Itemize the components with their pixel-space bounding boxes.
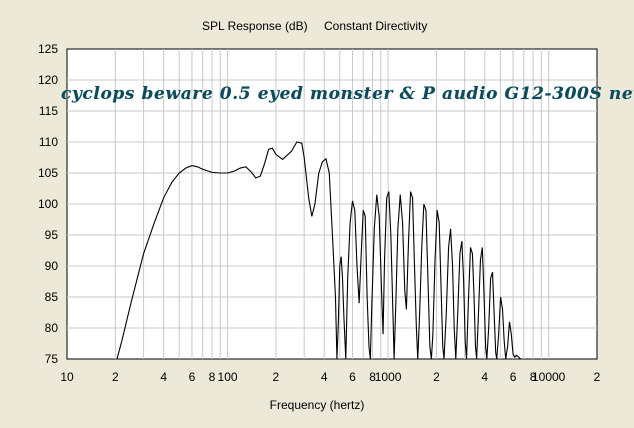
chart-subtitle: Constant Directivity [324,19,427,33]
y-tick-label: 125 [38,42,58,56]
x-axis-label: Frequency (hertz) [270,398,365,412]
x-tick-label: 2 [112,370,119,384]
y-tick-label: 75 [45,352,59,366]
y-tick-label: 100 [38,197,58,211]
y-tick-label: 110 [39,135,58,149]
x-tick-label: 6 [510,370,517,384]
y-tick-label: 85 [45,290,59,304]
chart-title: SPL Response (dB) [202,19,308,33]
x-tick-label: 6 [189,370,196,384]
x-tick-label: 4 [160,370,167,384]
chart-annotation: cyclops beware 0.5 eyed monster & P audi… [61,84,634,104]
x-tick-label: 4 [481,370,488,384]
x-tick-label: 4 [321,370,328,384]
x-tick-label: 100 [218,370,238,384]
x-tick-label: 6 [349,370,356,384]
y-tick-label: 90 [45,259,59,273]
x-tick-label: 8 [209,370,216,384]
y-tick-label: 105 [38,166,58,180]
y-tick-label: 80 [45,321,59,335]
y-tick-label: 115 [39,104,58,118]
x-tick-label: 10000 [532,370,566,384]
x-tick-label: 10 [60,370,74,384]
y-tick-label: 120 [38,73,58,87]
x-tick-label: 2 [433,370,440,384]
x-tick-label: 2 [594,370,601,384]
spl-response-curve [116,141,522,359]
x-tick-label: 1000 [375,370,402,384]
x-tick-label: 8 [369,370,376,384]
y-tick-label: 95 [45,228,59,242]
x-tick-label: 8 [530,370,537,384]
x-tick-label: 2 [273,370,280,384]
